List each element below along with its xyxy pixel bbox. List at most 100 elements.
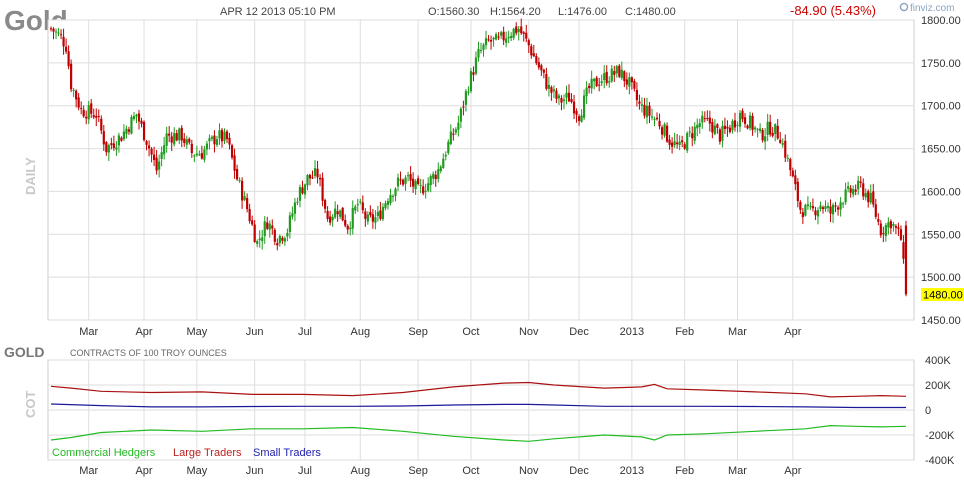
candle-body — [753, 127, 757, 130]
candle-body — [215, 139, 219, 145]
cot-x-tick: Jul — [298, 465, 312, 477]
candle-body — [615, 66, 618, 74]
candle-body — [115, 147, 118, 150]
candle-body — [311, 177, 314, 179]
candle-body — [844, 189, 847, 203]
candle-body — [472, 72, 475, 75]
candle-body — [170, 136, 173, 143]
cot-x-tick: Mar — [728, 465, 747, 477]
legend-large-traders: Large Traders — [173, 447, 242, 459]
candle-body — [467, 91, 470, 93]
candle-body — [811, 206, 815, 209]
legend-small-traders: Small Traders — [253, 447, 321, 459]
candle-body — [547, 84, 550, 89]
candle-body — [251, 220, 254, 225]
price-x-tick: Oct — [462, 326, 479, 338]
candle-body — [645, 105, 649, 118]
candle-body — [459, 108, 462, 122]
candle-body — [263, 221, 266, 236]
candle-body — [52, 28, 55, 32]
candle-body — [331, 216, 334, 221]
candle-body — [447, 141, 450, 153]
price-ylabel: DAILY — [23, 157, 38, 195]
candle-body — [598, 84, 601, 86]
candle-body — [766, 121, 769, 135]
candle-body — [409, 173, 412, 181]
candle-body — [696, 124, 699, 129]
candle-body — [522, 32, 525, 34]
candle-body — [736, 124, 739, 126]
candle-body — [401, 179, 405, 185]
candle-body — [321, 177, 324, 201]
candle-body — [208, 138, 211, 142]
candle-body — [92, 115, 95, 118]
candle-body — [422, 186, 425, 194]
candle-body — [135, 114, 138, 117]
candle-body — [791, 170, 794, 177]
candle-body — [575, 110, 578, 115]
candle-body — [85, 116, 88, 119]
candle-body — [676, 142, 679, 145]
candle-body — [671, 142, 674, 147]
candle-body — [502, 31, 505, 41]
candle-body — [283, 238, 286, 242]
candle-body — [175, 133, 178, 141]
candle-body — [836, 207, 840, 210]
cot-x-tick: Feb — [675, 465, 694, 477]
candle-body — [110, 143, 113, 145]
candle-body — [799, 201, 802, 210]
candle-body — [67, 51, 70, 67]
candle-body — [351, 208, 354, 229]
candle-body — [771, 133, 774, 136]
candle-body — [537, 62, 540, 68]
candle-body — [879, 223, 882, 236]
candle-body — [555, 90, 558, 99]
candle-body — [545, 73, 548, 89]
candle-body — [228, 137, 231, 145]
candle-body — [761, 130, 764, 141]
candle-body — [95, 115, 98, 118]
candle-body — [369, 211, 372, 216]
candle-body — [419, 184, 422, 186]
cot-x-tick: Nov — [519, 465, 539, 477]
finviz-logo-text: finviz.com — [910, 3, 954, 14]
price-candles — [49, 18, 908, 297]
finviz-logo[interactable]: finviz.com — [899, 2, 954, 14]
cot-x-tick: 2013 — [620, 465, 644, 477]
price-x-tick: Apr — [784, 326, 801, 338]
candle-body — [892, 224, 895, 227]
candle-body — [412, 178, 415, 187]
candle-body — [505, 38, 508, 43]
candle-body — [329, 216, 332, 223]
candle-body — [150, 148, 153, 155]
candle-body — [655, 117, 659, 120]
candle-body — [826, 206, 830, 208]
candle-body — [819, 205, 822, 209]
candle-body — [708, 117, 711, 124]
candle-body — [112, 143, 115, 148]
candle-body — [620, 69, 623, 79]
candle-body — [281, 237, 284, 241]
candle-body — [288, 215, 291, 233]
candle-body — [565, 92, 568, 98]
candle-body — [70, 63, 73, 90]
price-x-tick: Feb — [675, 326, 694, 338]
candle-body — [487, 39, 490, 41]
candle-body — [359, 201, 362, 203]
candle-body — [442, 158, 445, 168]
candle-body — [525, 32, 528, 39]
candle-body — [107, 145, 110, 153]
candle-body — [361, 202, 364, 211]
candle-body — [839, 202, 842, 210]
candle-body — [698, 123, 701, 127]
candle-body — [399, 179, 402, 181]
candle-body — [384, 203, 387, 209]
candle-body — [356, 204, 359, 206]
candle-body — [618, 65, 621, 77]
price-x-tick: 2013 — [620, 326, 644, 338]
candle-body — [152, 154, 156, 161]
price-y-tick: 1650.00 — [921, 144, 961, 156]
candle-body — [424, 190, 427, 192]
candle-body — [190, 143, 193, 154]
candle-body — [648, 105, 651, 116]
